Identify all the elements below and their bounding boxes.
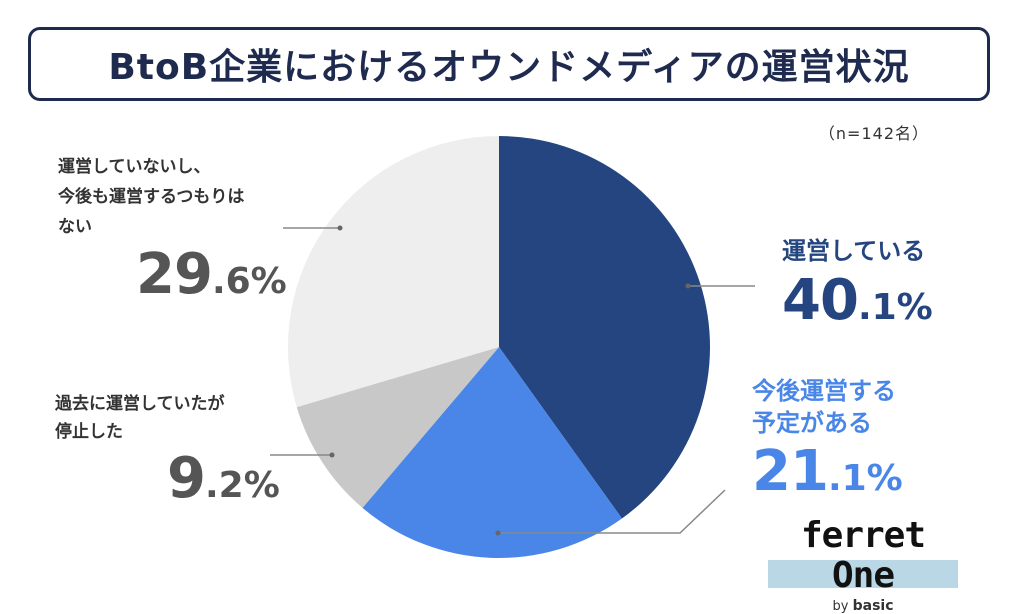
leader-planning-dot [495, 530, 501, 536]
logo-byline: by basic [768, 598, 958, 614]
label-stopped-dec: .2 [204, 465, 244, 506]
label-stopped: 過去に運営していたが 停止した 9.2% [55, 390, 315, 511]
label-planning-int: 21 [752, 439, 829, 504]
chart-title: BtoB企業におけるオウンドメディアの運営状況 [108, 47, 910, 88]
leader-operating-dot [685, 283, 691, 289]
label-never-desc: 運営していないし、 今後も運営するつもりは ない [58, 157, 245, 237]
label-stopped-int: 9 [167, 446, 206, 511]
label-operating-desc: 運営している [782, 237, 926, 265]
label-planning: 今後運営する 予定がある 21.1% [752, 375, 903, 504]
label-never: 運営していないし、 今後も運営するつもりは ない 29.6% [58, 152, 318, 307]
logo-by: by [832, 599, 849, 614]
slice-stopped [296, 347, 499, 508]
label-operating-dec: .1 [857, 287, 897, 328]
label-never-pct: % [250, 261, 287, 302]
logo-company: basic [852, 598, 894, 614]
label-operating-int: 40 [782, 268, 859, 333]
logo-name: ferret One [768, 516, 958, 596]
title-box: BtoB企業におけるオウンドメディアの運営状況 [28, 27, 990, 101]
slice-operating [499, 136, 710, 519]
slice-never [287, 136, 499, 408]
label-planning-pct: % [866, 458, 903, 499]
label-stopped-desc: 過去に運営していたが 停止した [55, 394, 225, 442]
label-stopped-pct: % [243, 465, 280, 506]
slice-planning [362, 347, 622, 558]
label-operating: 運営している 40.1% [782, 236, 933, 333]
label-operating-pct: % [896, 287, 933, 328]
leader-stopped-dot [329, 452, 335, 458]
ferret-one-logo: ferret One by basic [768, 516, 958, 614]
sample-size-note: （n=142名） [818, 124, 929, 143]
leader-planning [498, 489, 726, 534]
leader-never-dot [337, 225, 343, 231]
label-planning-desc: 今後運営する 予定がある [752, 377, 896, 437]
label-never-dec: .6 [211, 261, 251, 302]
label-planning-dec: .1 [827, 458, 867, 499]
pie-chart [270, 136, 755, 558]
label-never-int: 29 [136, 242, 213, 307]
